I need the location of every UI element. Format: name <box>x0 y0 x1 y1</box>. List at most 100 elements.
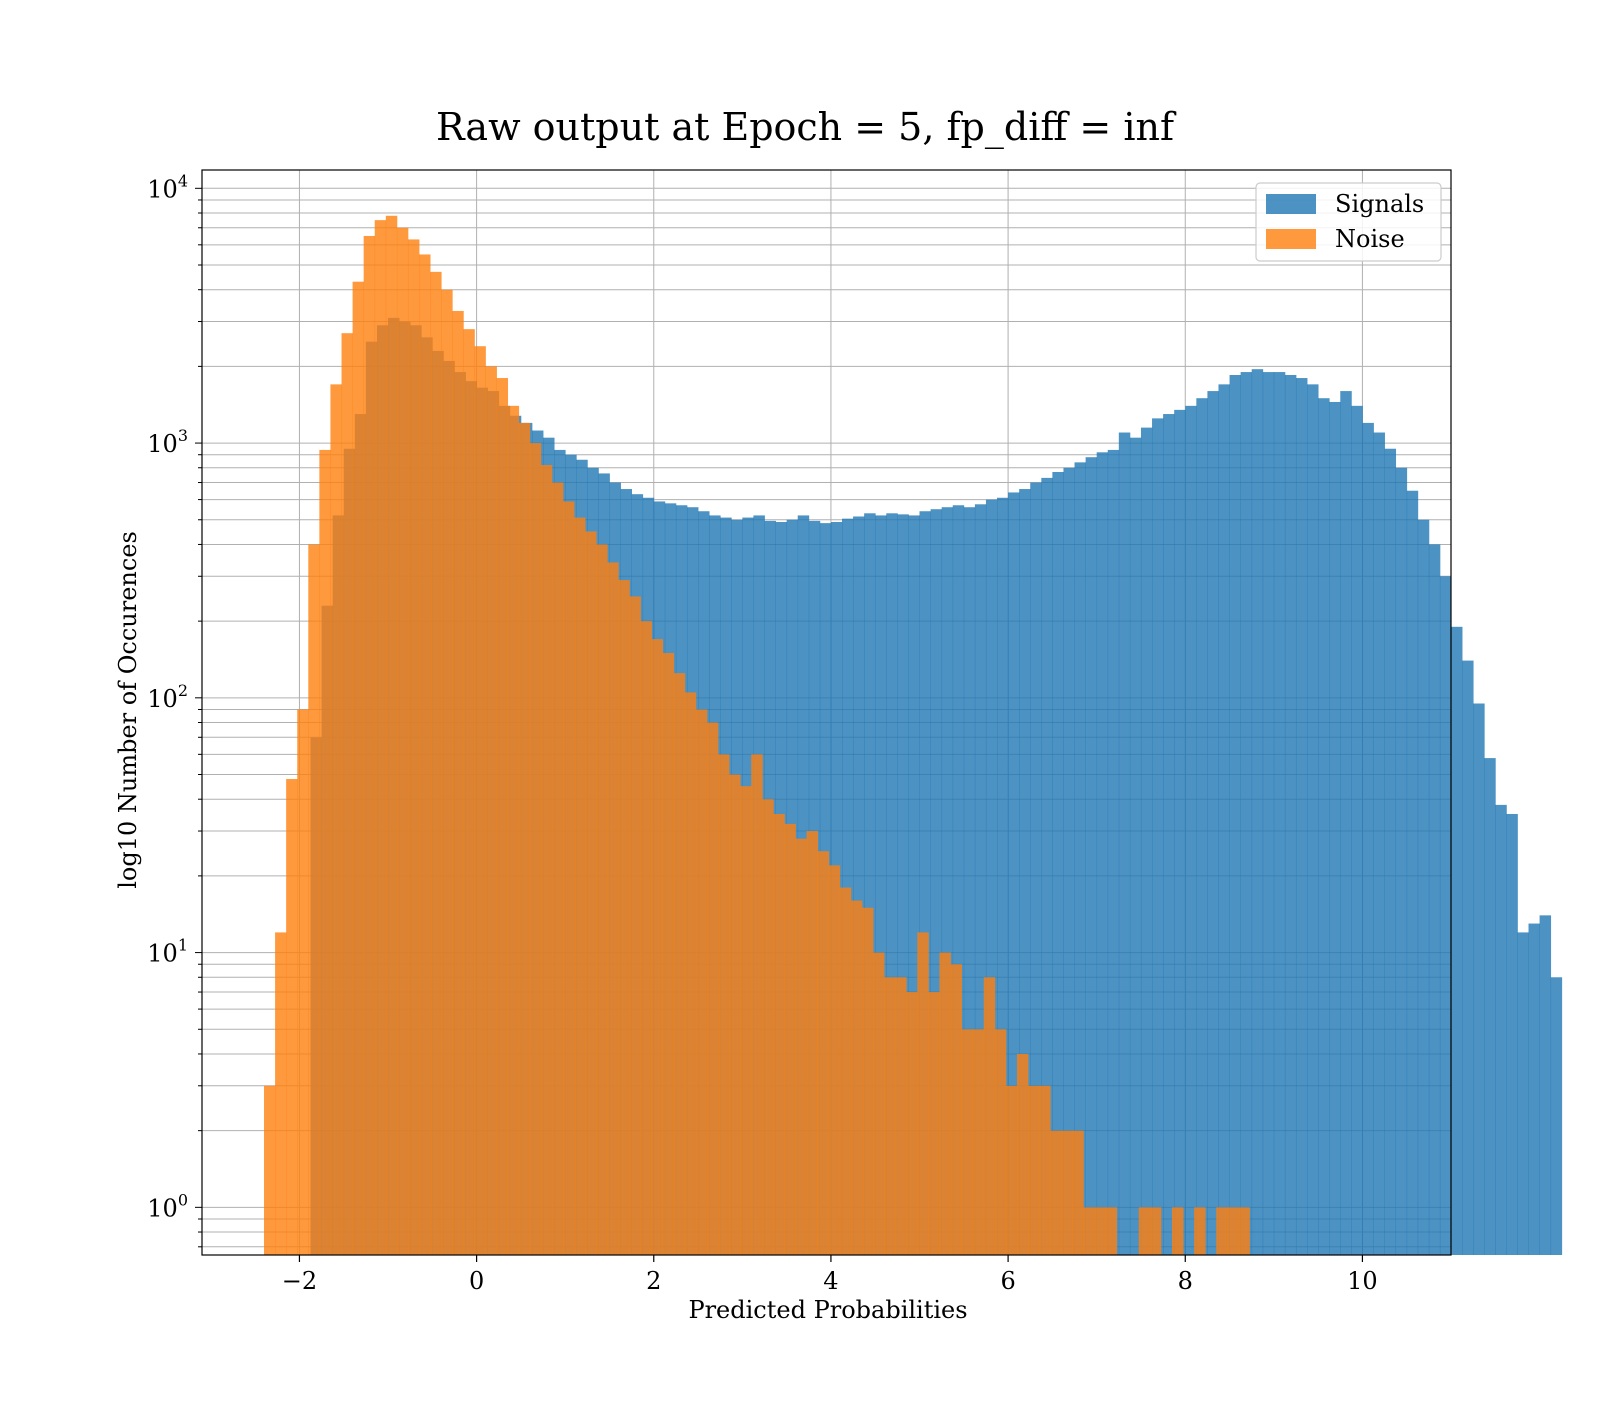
x-tick-label: 8 <box>1178 1267 1193 1295</box>
bar-noise <box>762 799 774 1255</box>
bar-noise <box>884 977 896 1255</box>
bar-noise <box>983 977 996 1255</box>
bar-noise <box>396 227 409 1256</box>
bar-noise <box>651 639 664 1255</box>
y-axis-ticks: 100 101 102 103 104 <box>147 171 202 1248</box>
bar-noise <box>1016 1053 1029 1255</box>
bar-signals <box>1085 457 1098 1256</box>
bar-signals <box>1152 418 1164 1255</box>
bar-noise <box>629 596 641 1255</box>
bar-signals <box>1439 576 1452 1255</box>
bar-signals <box>1340 391 1352 1256</box>
bar-noise <box>1194 1207 1206 1255</box>
bar-signals <box>1074 462 1087 1255</box>
bar-signals <box>864 513 876 1255</box>
bar-signals <box>1428 544 1441 1255</box>
x-tick-label: 2 <box>646 1267 661 1295</box>
bar-noise <box>507 405 520 1255</box>
bar-noise <box>961 1029 974 1255</box>
bar-noise <box>795 838 807 1255</box>
x-axis-label: Predicted Probabilities <box>688 1296 967 1324</box>
bar-signals <box>1362 422 1374 1255</box>
bar-signals <box>1550 977 1563 1255</box>
bar-noise <box>529 443 542 1255</box>
bar-signals <box>1307 384 1319 1255</box>
bar-noise <box>673 673 686 1255</box>
bar-noise <box>828 865 841 1255</box>
bar-noise <box>297 709 309 1255</box>
y-tick-label: 103 <box>147 426 188 458</box>
bar-signals <box>1229 375 1242 1255</box>
bar-noise <box>751 754 763 1255</box>
bar-signals <box>1528 923 1540 1255</box>
bar-noise <box>861 907 874 1255</box>
bar-noise <box>662 652 675 1255</box>
legend-swatch-noise <box>1266 229 1316 249</box>
bar-signals <box>1207 391 1219 1256</box>
bar-signals <box>1063 467 1075 1255</box>
bar-signals <box>1240 372 1253 1255</box>
bar-signals <box>1118 432 1131 1255</box>
bar-signals <box>842 518 854 1255</box>
x-tick-label: 6 <box>1000 1267 1015 1295</box>
bar-signals <box>1295 378 1308 1255</box>
bar-noise <box>585 531 597 1255</box>
bar-noise <box>817 851 830 1255</box>
bar-noise <box>684 692 697 1255</box>
bar-noise <box>551 482 564 1255</box>
legend-item-signals: Signals <box>1266 190 1424 218</box>
bar-noise <box>264 1085 276 1255</box>
bar-noise <box>1171 1207 1184 1255</box>
x-axis-ticks: −2 0 2 4 6 8 10 <box>282 1255 1378 1295</box>
bar-signals <box>1107 449 1120 1255</box>
bar-signals <box>1373 432 1385 1255</box>
bar-signals <box>1030 482 1042 1255</box>
bar-signals <box>1484 758 1496 1255</box>
x-tick-label: −2 <box>282 1267 317 1295</box>
bar-noise <box>330 384 342 1255</box>
bar-signals <box>952 505 965 1256</box>
bar-signals <box>1251 369 1264 1255</box>
bar-signals <box>1462 660 1474 1255</box>
bar-noise <box>1028 1085 1040 1255</box>
bar-signals <box>963 507 976 1255</box>
bar-signals <box>985 499 998 1256</box>
y-tick-label: 104 <box>147 171 188 203</box>
bar-noise <box>1149 1207 1162 1255</box>
bar-noise <box>562 501 575 1255</box>
bar-signals <box>1273 372 1286 1255</box>
y-axis-label: log10 Number of Occurences <box>114 531 142 889</box>
legend-swatch-signals <box>1266 194 1316 214</box>
bar-noise <box>939 952 951 1255</box>
bar-noise <box>430 271 442 1255</box>
bar-signals <box>1517 932 1529 1255</box>
bar-noise <box>850 900 863 1255</box>
bar-signals <box>1163 414 1175 1255</box>
bar-noise <box>972 1029 985 1255</box>
bar-signals <box>1406 490 1419 1255</box>
bar-noise <box>917 932 929 1255</box>
bar-signals <box>875 515 887 1255</box>
bar-signals <box>853 516 865 1255</box>
bar-signals <box>1351 405 1363 1255</box>
bar-noise <box>574 517 586 1255</box>
bar-signals <box>941 507 954 1255</box>
bar-noise <box>275 932 287 1255</box>
bar-noise <box>928 992 940 1255</box>
bar-signals <box>1140 427 1153 1256</box>
bar-noise <box>1227 1207 1239 1255</box>
bar-signals <box>1384 448 1397 1255</box>
bar-noise <box>695 709 708 1255</box>
bar-noise <box>806 831 819 1255</box>
bar-signals <box>1262 372 1275 1255</box>
bar-signals <box>1196 398 1208 1256</box>
bar-signals <box>1174 409 1186 1255</box>
bar-signals <box>974 504 987 1255</box>
y-tick-label: 102 <box>147 681 188 713</box>
bar-signals <box>1185 405 1197 1255</box>
bar-noise <box>1083 1207 1095 1255</box>
bar-noise <box>496 378 509 1255</box>
bar-noise <box>419 254 431 1255</box>
bar-noise <box>729 774 741 1255</box>
